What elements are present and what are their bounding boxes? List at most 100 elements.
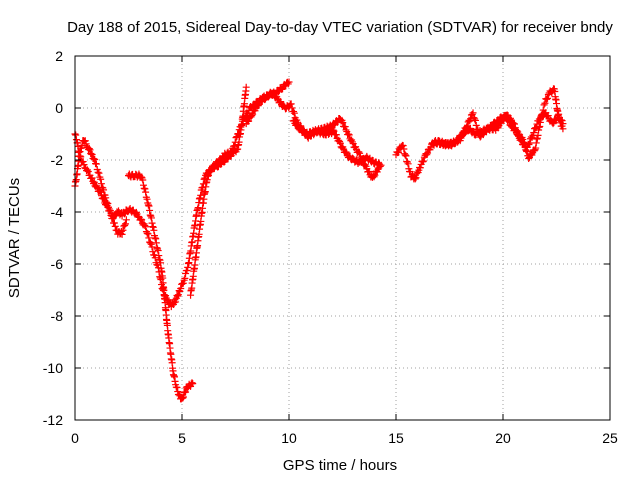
chart-title: Day 188 of 2015, Sidereal Day-to-day VTE… bbox=[67, 19, 613, 36]
data-point bbox=[84, 167, 92, 175]
data-point bbox=[154, 245, 162, 253]
data-point bbox=[122, 220, 130, 228]
data-point bbox=[144, 230, 152, 238]
data-point bbox=[145, 202, 153, 210]
data-point bbox=[457, 134, 465, 142]
data-point bbox=[142, 223, 150, 231]
data-point bbox=[154, 247, 162, 255]
data-point bbox=[179, 279, 187, 287]
data-point bbox=[502, 112, 510, 120]
data-point bbox=[348, 154, 356, 162]
data-point bbox=[106, 207, 114, 215]
x-tick-label: 0 bbox=[71, 430, 79, 446]
data-point bbox=[194, 205, 202, 213]
data-point bbox=[522, 142, 530, 150]
data-point bbox=[150, 226, 158, 234]
data-point bbox=[173, 383, 181, 391]
data-point bbox=[80, 161, 88, 169]
data-point bbox=[504, 116, 512, 124]
data-point bbox=[83, 167, 91, 175]
x-tick-label: 20 bbox=[495, 430, 511, 446]
data-point bbox=[400, 145, 408, 153]
data-point bbox=[148, 219, 156, 227]
data-point bbox=[471, 116, 479, 124]
data-point bbox=[183, 266, 191, 274]
data-point bbox=[285, 78, 293, 86]
y-tick-label: -4 bbox=[51, 204, 64, 220]
data-point bbox=[104, 200, 112, 208]
data-point bbox=[376, 162, 384, 170]
data-point bbox=[91, 156, 99, 164]
data-point bbox=[110, 219, 118, 227]
data-point bbox=[463, 122, 471, 130]
data-point bbox=[88, 151, 96, 159]
y-tick-label: -8 bbox=[51, 308, 64, 324]
data-point bbox=[538, 110, 546, 118]
data-point bbox=[493, 123, 501, 131]
data-point bbox=[82, 140, 90, 148]
data-point bbox=[172, 298, 180, 306]
data-point bbox=[145, 234, 153, 242]
data-point bbox=[111, 222, 119, 230]
data-point bbox=[527, 150, 535, 158]
data-point bbox=[118, 230, 126, 238]
data-point bbox=[540, 101, 548, 109]
data-point bbox=[143, 195, 151, 203]
data-point bbox=[293, 121, 301, 129]
data-point bbox=[465, 116, 473, 124]
data-point bbox=[87, 150, 95, 158]
data-point bbox=[512, 126, 520, 134]
data-point bbox=[204, 172, 212, 180]
data-point bbox=[549, 120, 557, 128]
x-tick-label: 5 bbox=[178, 430, 186, 446]
axis-ticks: 0 5 10 15 20 25 -12 -10 -8 -6 -4 -2 0 2 bbox=[43, 48, 618, 446]
data-point bbox=[188, 379, 196, 387]
data-point bbox=[81, 137, 89, 145]
x-axis-label: GPS time / hours bbox=[283, 457, 397, 474]
data-point bbox=[538, 111, 546, 119]
data-point bbox=[370, 173, 378, 181]
data-point bbox=[92, 160, 100, 168]
data-point bbox=[147, 212, 155, 220]
data-point bbox=[122, 216, 130, 224]
data-point bbox=[394, 148, 402, 156]
data-point bbox=[152, 235, 160, 243]
data-point bbox=[97, 180, 105, 188]
data-point bbox=[97, 175, 105, 183]
data-point bbox=[174, 292, 182, 300]
data-point bbox=[401, 151, 409, 159]
data-point bbox=[332, 131, 340, 139]
data-point bbox=[86, 146, 94, 154]
data-point bbox=[339, 119, 347, 127]
data-point bbox=[102, 194, 110, 202]
data-point bbox=[142, 188, 150, 196]
data-point bbox=[72, 136, 80, 144]
data-point bbox=[189, 380, 197, 388]
plot-frame bbox=[74, 55, 611, 421]
data-point bbox=[149, 248, 157, 256]
data-point bbox=[459, 130, 467, 138]
x-tick-label: 10 bbox=[281, 430, 297, 446]
series-track-2 bbox=[71, 137, 130, 238]
data-point bbox=[100, 186, 108, 194]
data-point bbox=[288, 104, 296, 112]
data-point bbox=[72, 131, 80, 139]
data-point bbox=[544, 112, 552, 120]
data-point bbox=[471, 115, 479, 123]
data-point bbox=[402, 152, 410, 160]
y-tick-label: 0 bbox=[55, 100, 63, 116]
data-point bbox=[559, 125, 567, 133]
data-point bbox=[139, 176, 147, 184]
data-points bbox=[71, 78, 567, 403]
data-point bbox=[530, 129, 538, 137]
data-point bbox=[337, 117, 345, 125]
data-point bbox=[88, 174, 96, 182]
data-point bbox=[423, 151, 431, 159]
data-point bbox=[411, 175, 419, 183]
data-point bbox=[75, 152, 83, 160]
data-point bbox=[365, 167, 373, 175]
data-point bbox=[83, 166, 91, 174]
data-point bbox=[416, 164, 424, 172]
data-point bbox=[329, 126, 337, 134]
